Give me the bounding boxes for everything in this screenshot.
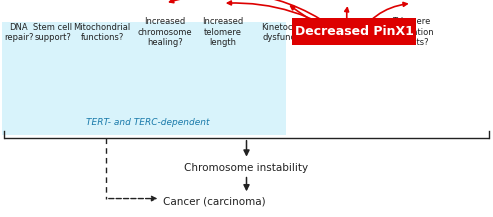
FancyBboxPatch shape xyxy=(292,18,416,45)
Text: Nucleolar
defects?: Nucleolar defects? xyxy=(328,23,368,42)
Text: Chromosome instability: Chromosome instability xyxy=(184,163,309,173)
Text: Increased
telomere
length: Increased telomere length xyxy=(202,17,244,47)
Text: TERT- and TERC-dependent: TERT- and TERC-dependent xyxy=(86,118,210,127)
Text: Stem cell
support?: Stem cell support? xyxy=(33,23,72,42)
FancyBboxPatch shape xyxy=(2,22,286,135)
Text: Decreased PinX1: Decreased PinX1 xyxy=(294,25,414,38)
Text: Kinetochore
dysfunction: Kinetochore dysfunction xyxy=(262,23,312,42)
Text: Cancer (carcinoma): Cancer (carcinoma) xyxy=(163,197,265,207)
Text: Mitochondrial
functions?: Mitochondrial functions? xyxy=(73,23,131,42)
Text: DNA
repair?: DNA repair? xyxy=(4,23,34,42)
Text: Telomere
replication
defects?: Telomere replication defects? xyxy=(389,17,434,47)
Text: Increased
chromosome
healing?: Increased chromosome healing? xyxy=(138,17,192,47)
